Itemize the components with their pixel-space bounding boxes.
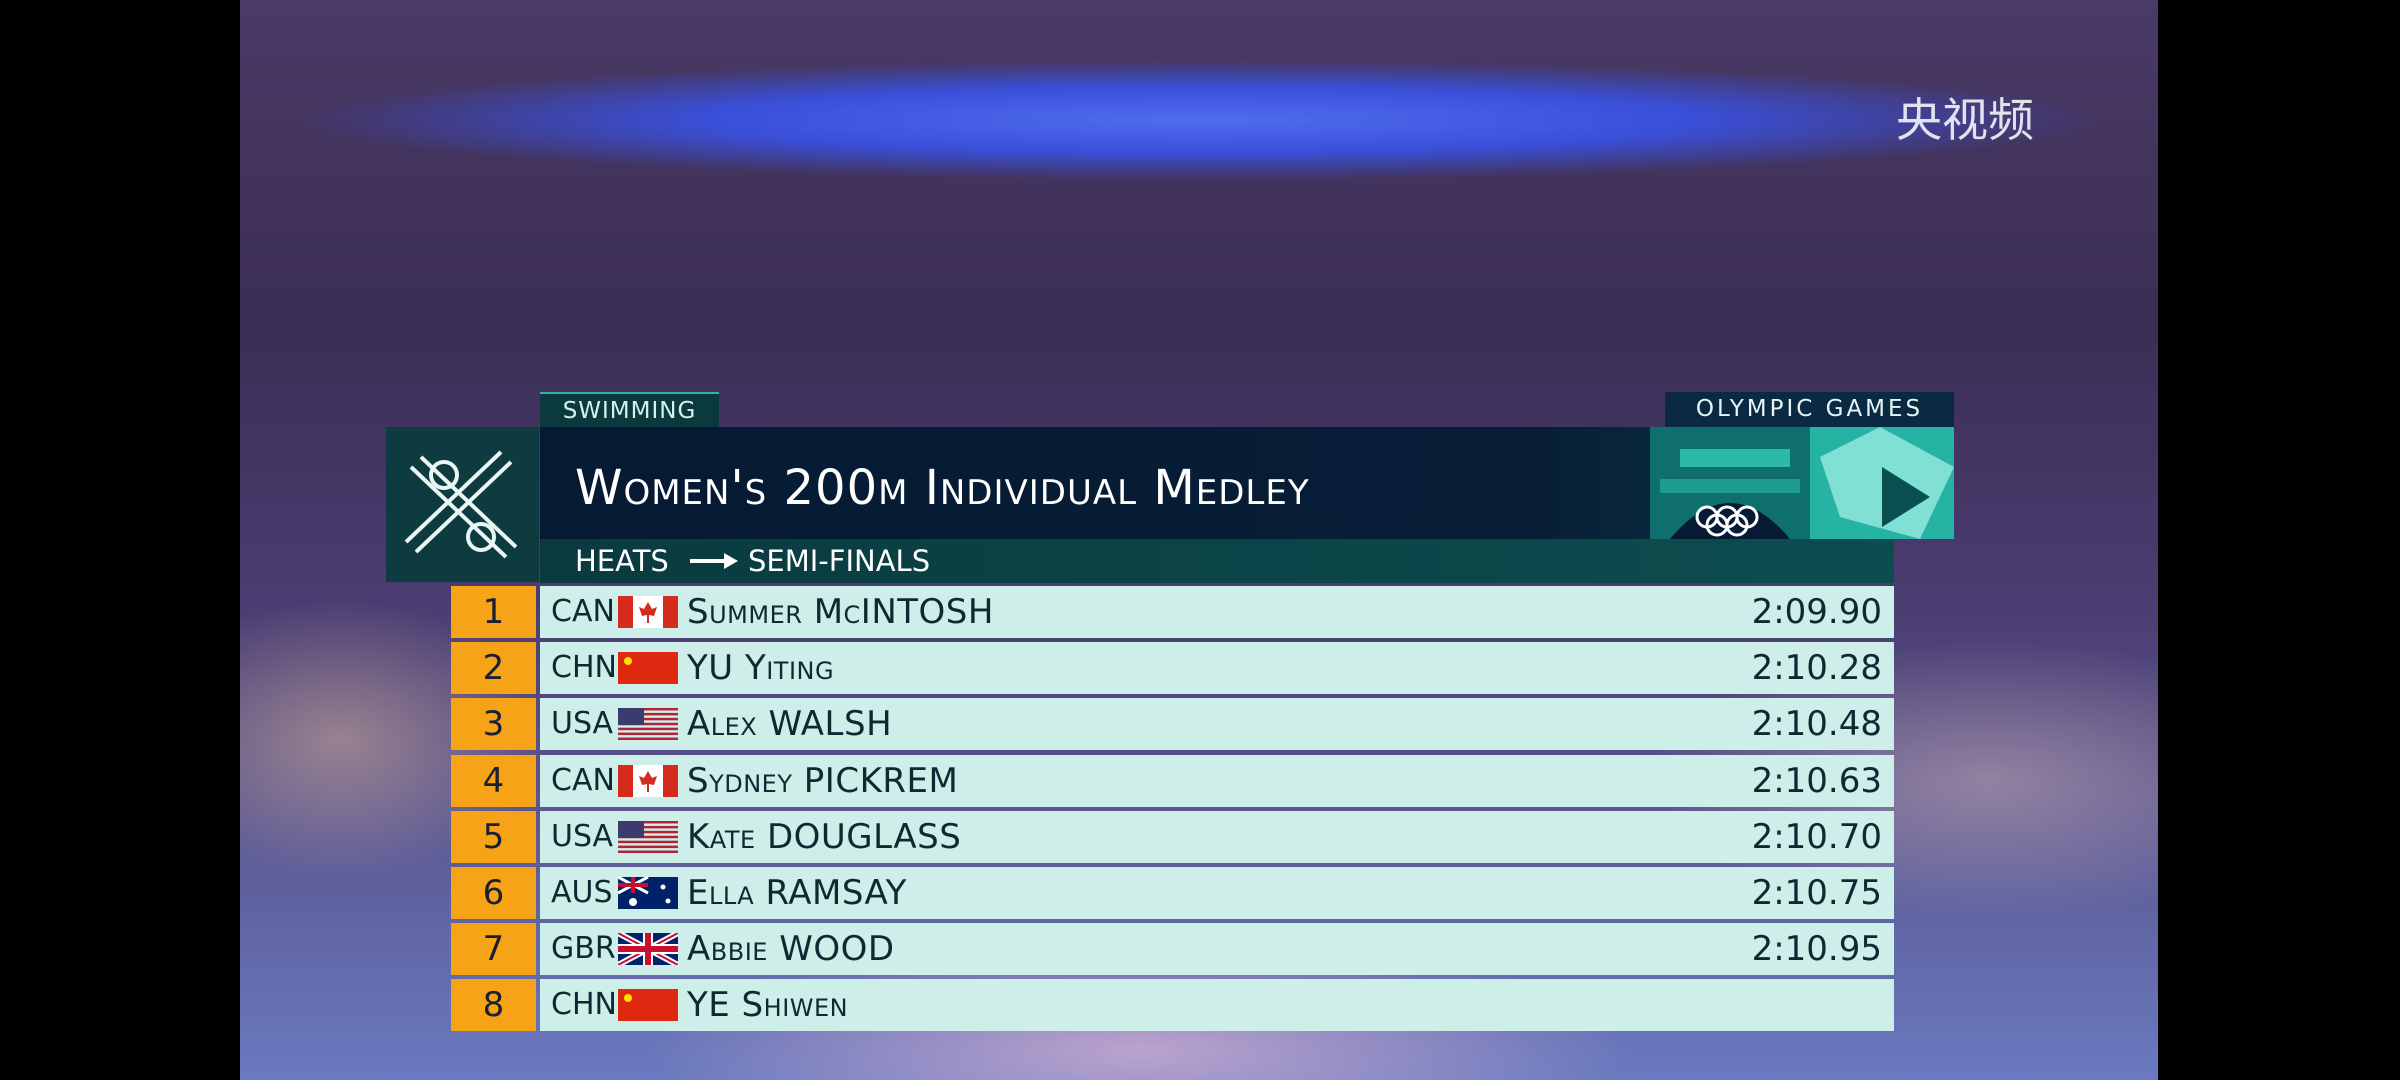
flag-part xyxy=(618,708,678,711)
country-code: GBR xyxy=(551,931,616,967)
athlete-name: Summer McINTOSH xyxy=(687,592,994,632)
flag xyxy=(618,989,678,1022)
flag xyxy=(618,708,678,741)
flag-part xyxy=(618,877,648,893)
title-bar xyxy=(540,427,1954,539)
flag-part xyxy=(618,737,678,741)
athlete-name: Kate DOUGLASS xyxy=(687,816,962,857)
athlete-name: YU Yiting xyxy=(687,648,835,689)
result-time: 2:10.95 xyxy=(1751,929,1882,970)
result-time: 2:09.90 xyxy=(1751,592,1882,632)
flag-part xyxy=(618,820,644,838)
flag xyxy=(618,596,678,628)
result-time: 2:10.48 xyxy=(1751,704,1882,745)
country-code: AUS xyxy=(551,875,613,910)
flag-part xyxy=(663,764,678,797)
flag-part xyxy=(618,733,678,736)
athlete-name: Sydney PICKREM xyxy=(687,760,959,801)
flag-part xyxy=(618,596,633,628)
rank-box: 7 xyxy=(451,923,536,976)
sport-tab: SWIMMING xyxy=(540,392,719,429)
athlete-name: Alex WALSH xyxy=(687,704,893,745)
result-time: 2:10.63 xyxy=(1751,760,1882,801)
sport-icon xyxy=(386,427,539,582)
rank-box: 8 xyxy=(451,979,536,1032)
country-code: USA xyxy=(551,818,614,854)
athlete-name: Abbie WOOD xyxy=(687,929,895,970)
result-row: CAN Sydney PICKREM 2:10.63 xyxy=(540,754,1894,807)
watermark: 央视频 xyxy=(1896,93,2034,147)
flag-part xyxy=(618,840,678,843)
country-code: CAN xyxy=(551,594,615,629)
result-row: AUS Ella RAMSAY 2:10.75 xyxy=(540,867,1894,919)
rank-box: 2 xyxy=(451,642,536,695)
brand-tab: OLYMPIC GAMES xyxy=(1665,392,1954,427)
flag-part xyxy=(618,708,644,726)
flag xyxy=(618,652,678,685)
rank-box: 6 xyxy=(451,867,536,919)
flag-part xyxy=(639,602,657,623)
flag-part xyxy=(618,825,678,829)
result-row: CHN YE Shiwen xyxy=(540,979,1894,1032)
flag-part xyxy=(618,830,678,834)
flag-part xyxy=(618,845,678,848)
flag-part xyxy=(618,820,678,824)
flag-part xyxy=(639,770,657,792)
flag-part xyxy=(618,764,633,797)
flag-part xyxy=(663,596,678,628)
flag-part xyxy=(618,728,678,731)
rank-box: 1 xyxy=(451,586,536,638)
stage-to: SEMI-FINALS xyxy=(748,544,931,578)
country-code: CHN xyxy=(551,987,617,1023)
result-row: USA Alex WALSH 2:10.48 xyxy=(540,698,1894,751)
athlete-name: YE Shiwen xyxy=(687,985,849,1026)
result-row: GBR Abbie WOOD 2:10.95 xyxy=(540,923,1894,976)
flag-part xyxy=(618,713,678,716)
flag xyxy=(618,933,678,966)
flag-part xyxy=(660,884,666,890)
event-title: Women's 200m Individual Medley xyxy=(575,460,1310,516)
result-row: CHN YU Yiting 2:10.28 xyxy=(540,642,1894,695)
flag xyxy=(618,764,678,797)
flag-part xyxy=(624,994,632,1003)
arrow-icon xyxy=(690,553,738,569)
result-time: 2:10.70 xyxy=(1751,816,1882,857)
flag-part xyxy=(629,898,637,906)
swim-pictogram xyxy=(404,450,518,559)
flag-part xyxy=(618,652,678,685)
result-time: 2:10.28 xyxy=(1751,648,1882,689)
flag-part xyxy=(618,933,678,966)
flag-part xyxy=(665,898,671,904)
country-code: CHN xyxy=(551,650,617,686)
result-row: CAN Summer McINTOSH 2:09.90 xyxy=(540,586,1894,638)
flag-part xyxy=(624,657,632,666)
olympic-logo-graphic xyxy=(1650,427,1954,539)
flag xyxy=(618,820,678,853)
flag xyxy=(618,877,678,909)
rank-box: 5 xyxy=(451,810,536,863)
stage-bar: HEATS SEMI-FINALS xyxy=(540,539,1894,583)
flag-part xyxy=(618,850,678,853)
rank-box: 3 xyxy=(451,698,536,751)
country-code: USA xyxy=(551,706,614,742)
stage-from: HEATS xyxy=(575,544,669,578)
country-code: CAN xyxy=(551,762,615,798)
flag-part xyxy=(618,718,678,721)
result-time: 2:10.75 xyxy=(1751,873,1882,913)
rank-box: 4 xyxy=(451,754,536,807)
flag-part xyxy=(618,989,678,1022)
flag-part xyxy=(618,723,678,726)
athlete-name: Ella RAMSAY xyxy=(687,873,907,913)
result-row: USA Kate DOUGLASS 2:10.70 xyxy=(540,810,1894,863)
flag-part xyxy=(618,835,678,839)
